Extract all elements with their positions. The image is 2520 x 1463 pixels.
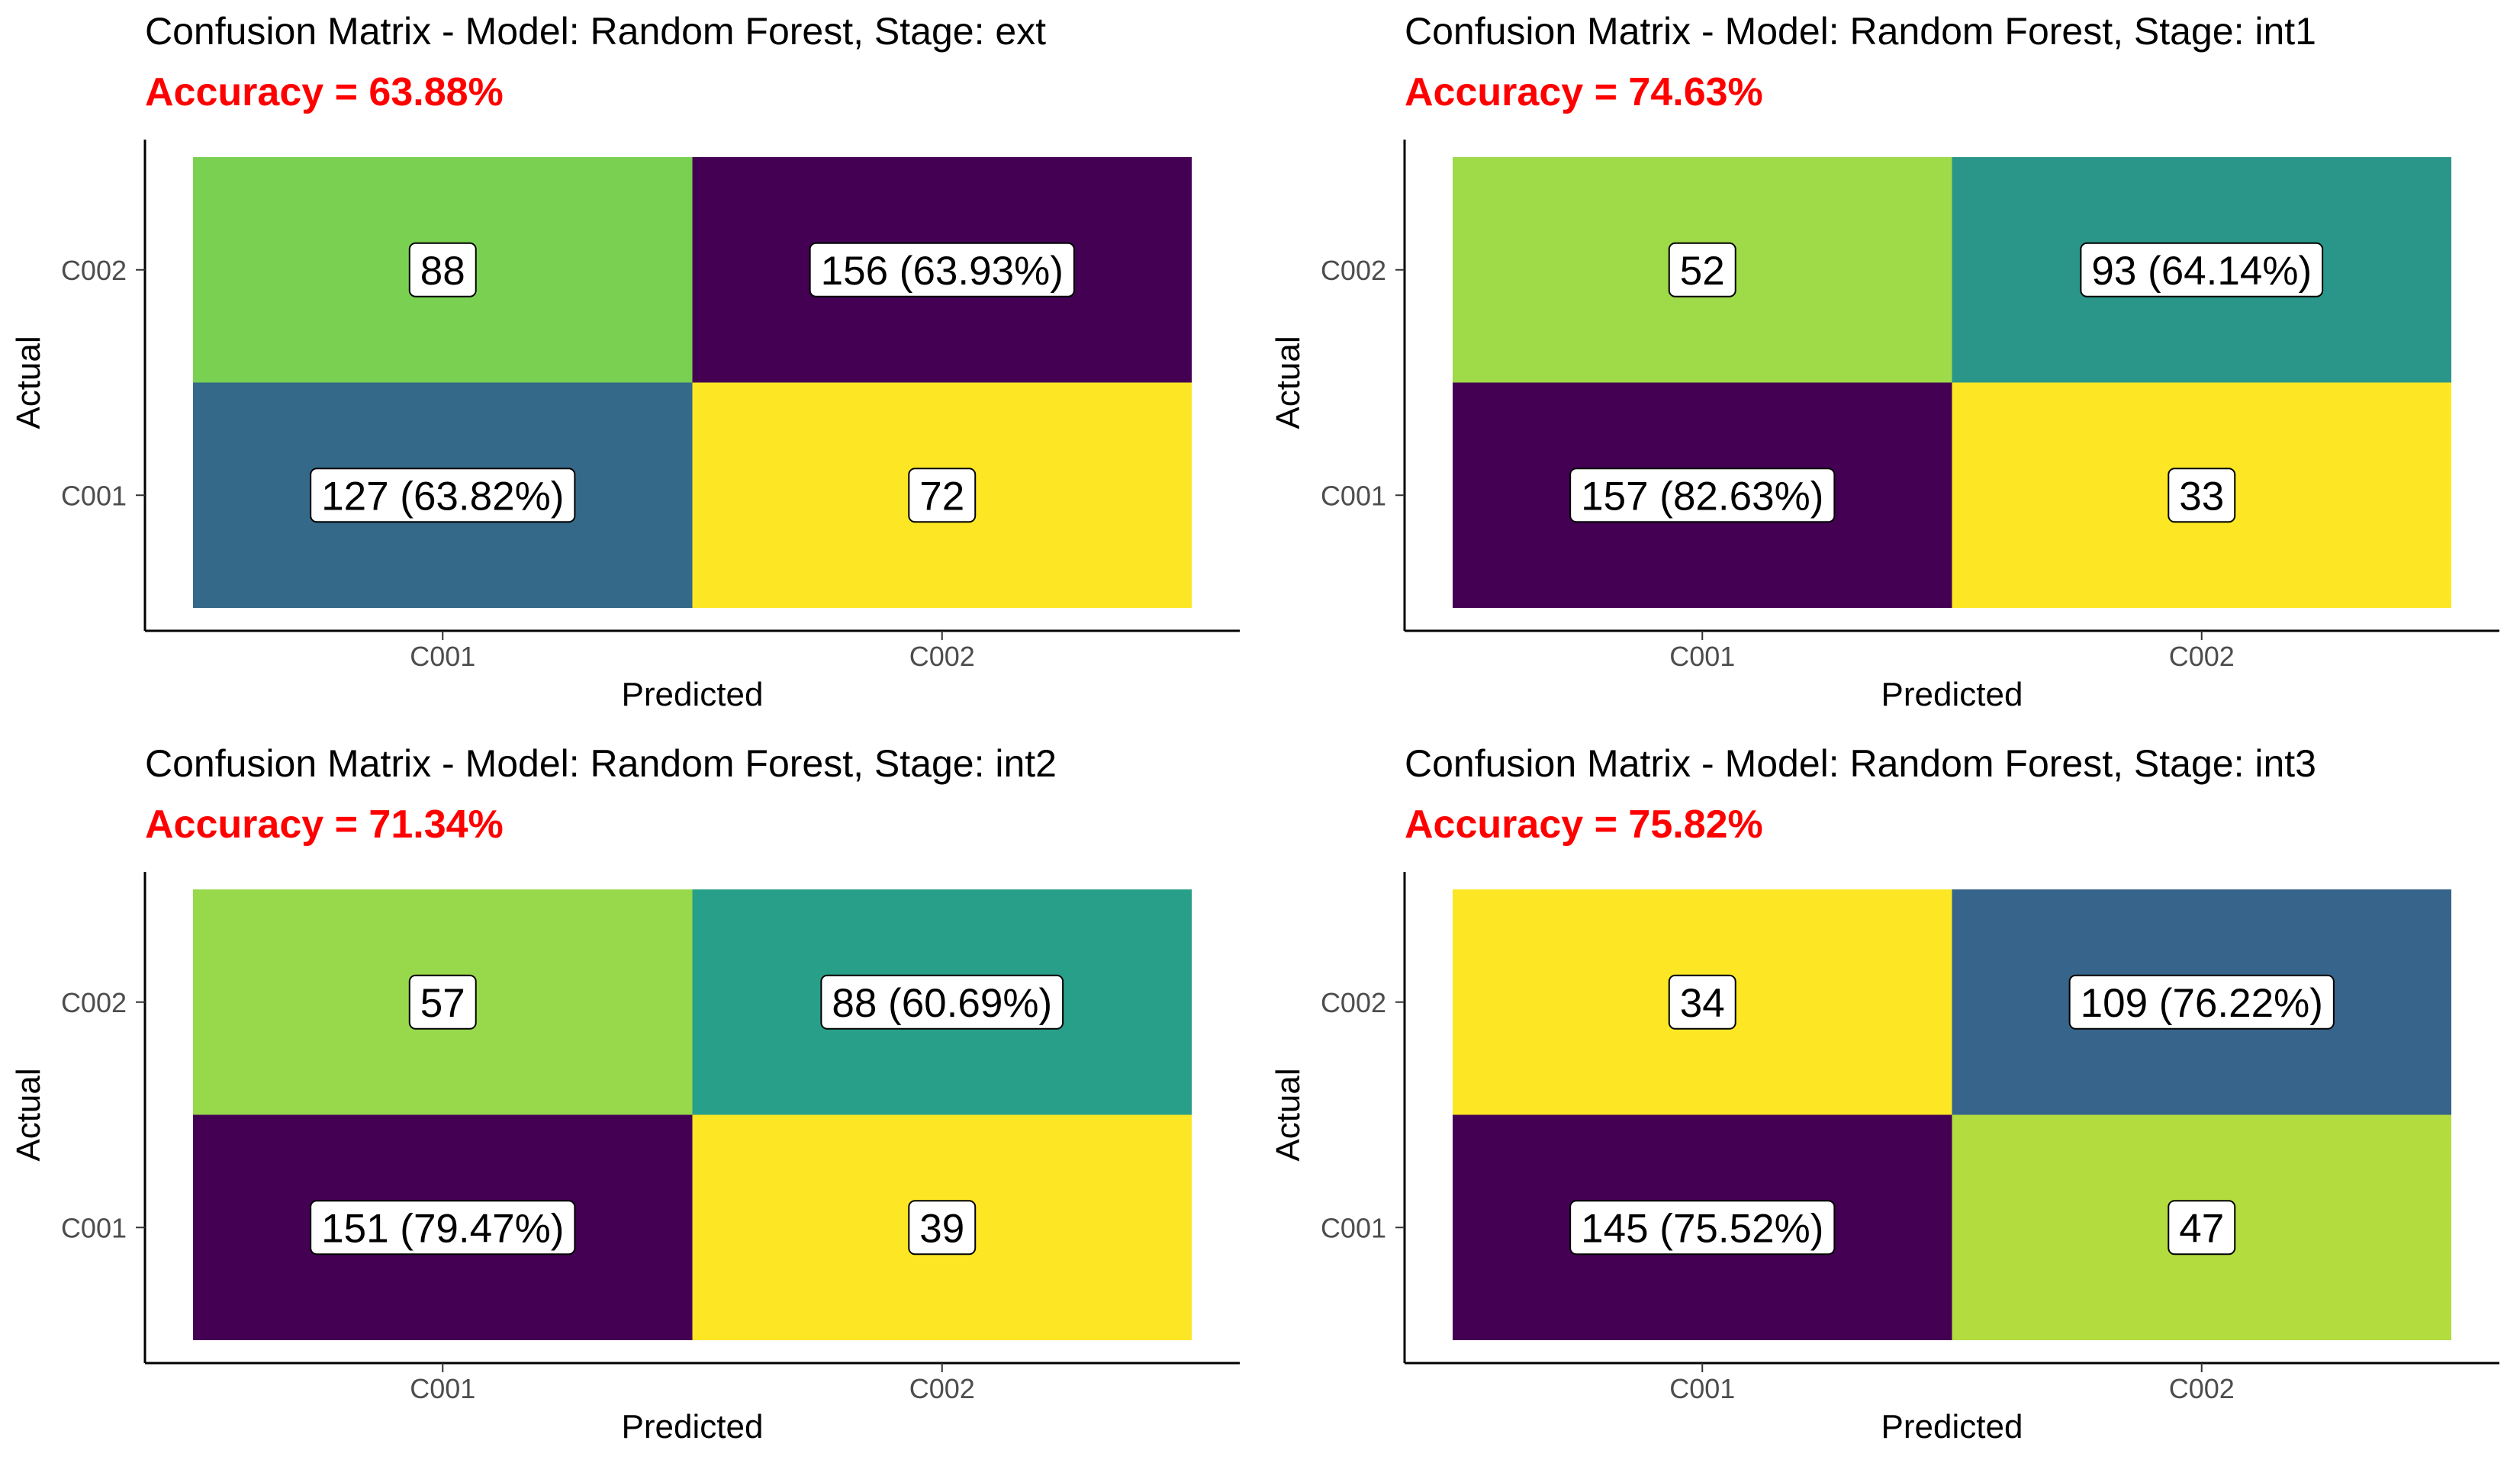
tile-value-label: 47 [2179, 1206, 2224, 1251]
tile-value-label: 34 [1680, 981, 1725, 1026]
tile-label-box [2068, 974, 2335, 1030]
tile-value-label: 72 [919, 474, 964, 519]
x-axis-title: Predicted [1881, 1408, 2023, 1445]
y-tick-label: C002 [61, 987, 127, 1018]
x-tick-label: C002 [909, 641, 975, 672]
accuracy-subtitle: Accuracy = 74.63% [1405, 70, 1763, 114]
tile-label-box [809, 242, 1075, 297]
tile-value-label: 88 [420, 249, 465, 294]
y-axis-title: Actual [10, 1068, 47, 1161]
x-tick-label: C001 [410, 641, 475, 672]
accuracy-subtitle: Accuracy = 75.82% [1405, 802, 1763, 847]
tile-value-label: 93 (64.14%) [2091, 249, 2312, 294]
confusion-matrix-panel: Confusion Matrix - Model: Random Forest,… [10, 10, 1240, 713]
x-tick-label: C002 [2169, 1373, 2235, 1404]
y-axis-title: Actual [1270, 1068, 1307, 1161]
tile-label-box [310, 1200, 576, 1256]
tile-label-box [1668, 242, 1736, 297]
tile-label-box [1668, 974, 1736, 1030]
tile-label-box [2168, 468, 2236, 523]
y-tick-label: C001 [1321, 1212, 1386, 1243]
x-axis-title: Predicted [1881, 676, 2023, 713]
tile-value-label: 127 (63.82%) [321, 474, 564, 519]
confusion-matrix-panel: Confusion Matrix - Model: Random Forest,… [1270, 10, 2499, 713]
tile-label-box [1569, 468, 1836, 523]
tile-label-box [1569, 1200, 1836, 1256]
confusion-matrix-panel: Confusion Matrix - Model: Random Forest,… [1270, 742, 2499, 1445]
tile-value-label: 151 (79.47%) [321, 1206, 564, 1251]
x-axis-title: Predicted [622, 1408, 764, 1445]
tile-value-label: 88 (60.69%) [832, 981, 1052, 1026]
panel-title: Confusion Matrix - Model: Random Forest,… [1405, 742, 2316, 785]
tile-label-box [2168, 1200, 2236, 1256]
tile-value-label: 33 [2179, 474, 2224, 519]
tile-value-label: 57 [420, 981, 465, 1026]
y-tick-label: C002 [1321, 987, 1386, 1018]
tile-value-label: 156 (63.93%) [821, 249, 1064, 294]
x-tick-label: C001 [1669, 1373, 1735, 1404]
panel-title: Confusion Matrix - Model: Random Forest,… [1405, 10, 2316, 53]
y-tick-label: C001 [1321, 480, 1386, 511]
y-tick-label: C002 [1321, 255, 1386, 286]
tile-label-box [908, 1200, 977, 1256]
tile-label-box [820, 974, 1064, 1030]
tile-value-label: 52 [1680, 249, 1725, 294]
tile-label-box [408, 242, 477, 297]
tile-value-label: 39 [919, 1206, 964, 1251]
y-tick-label: C001 [61, 480, 127, 511]
x-tick-label: C002 [2169, 641, 2235, 672]
y-axis-title: Actual [1270, 336, 1307, 429]
panel-title: Confusion Matrix - Model: Random Forest,… [145, 742, 1057, 785]
tile-value-label: 109 (76.22%) [2081, 981, 2323, 1026]
tile-label-box [310, 468, 576, 523]
x-tick-label: C001 [410, 1373, 475, 1404]
x-axis-title: Predicted [622, 676, 764, 713]
accuracy-subtitle: Accuracy = 71.34% [145, 802, 504, 847]
tile-value-label: 145 (75.52%) [1581, 1206, 1823, 1251]
y-axis-title: Actual [10, 336, 47, 429]
x-tick-label: C001 [1669, 641, 1735, 672]
panel-title: Confusion Matrix - Model: Random Forest,… [145, 10, 1046, 53]
confusion-matrix-panel: Confusion Matrix - Model: Random Forest,… [10, 742, 1240, 1445]
tile-value-label: 157 (82.63%) [1581, 474, 1823, 519]
y-tick-label: C002 [61, 255, 127, 286]
tile-label-box [408, 974, 477, 1030]
tile-label-box [2080, 242, 2324, 297]
accuracy-subtitle: Accuracy = 63.88% [145, 70, 504, 114]
y-tick-label: C001 [61, 1212, 127, 1243]
x-tick-label: C002 [909, 1373, 975, 1404]
tile-label-box [908, 468, 977, 523]
